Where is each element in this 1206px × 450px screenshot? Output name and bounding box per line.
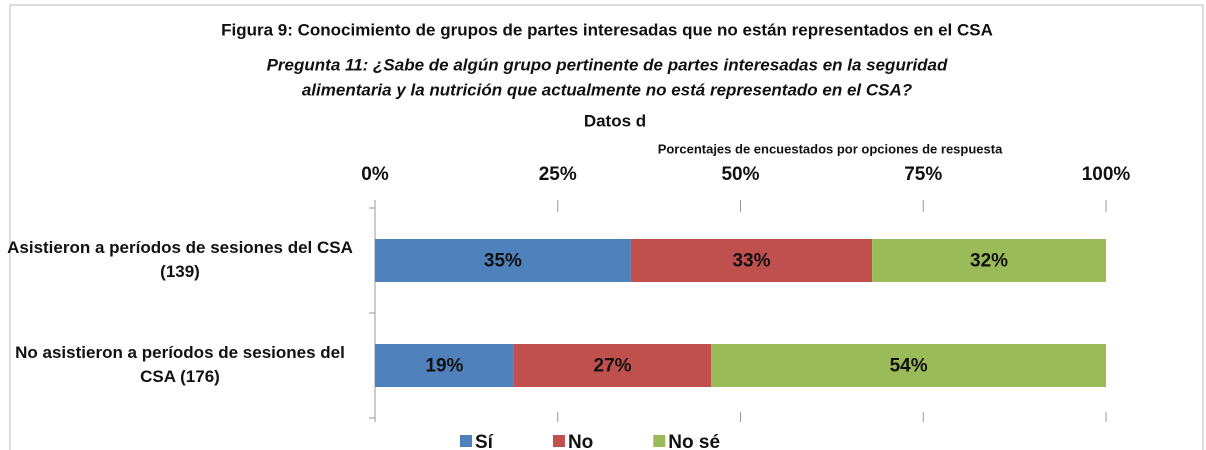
data-label: 27% <box>594 356 632 377</box>
legend-swatch <box>460 435 472 447</box>
data-label: 54% <box>890 356 928 377</box>
bar-segment <box>513 344 712 387</box>
data-label: 32% <box>970 251 1008 272</box>
chart-title: Figura 9: Conocimiento de grupos de part… <box>221 20 993 39</box>
chart-subtitle: Datos d <box>584 111 646 130</box>
bar-segment <box>711 344 1106 387</box>
y-tick-label: No asistieron a períodos de sesiones del… <box>15 342 345 386</box>
axis-title: Porcentajes de encuestados por opciones … <box>658 141 1003 156</box>
legend-swatch <box>653 435 666 447</box>
x-tick-label: 100% <box>1082 164 1131 185</box>
bar-segment <box>630 239 873 282</box>
legend-label: No <box>568 432 593 450</box>
data-label: 35% <box>484 251 522 272</box>
subtitle: alimentaria y la nutrición que actualmen… <box>302 80 913 99</box>
subtitle: Pregunta 11: ¿Sabe de algún grupo pertin… <box>267 55 948 74</box>
x-tick-label: 50% <box>721 164 759 185</box>
data-label: 19% <box>425 356 463 377</box>
y-tick-label: Asistieron a períodos de sesiones del CS… <box>7 237 353 281</box>
x-tick-label: 75% <box>904 164 942 185</box>
bar-segment <box>375 344 514 387</box>
bar-segment <box>872 239 1106 282</box>
x-tick-label: 0% <box>361 164 389 185</box>
x-tick-label: 25% <box>539 164 577 185</box>
data-label: 33% <box>732 251 770 272</box>
legend-label: Sí <box>475 432 494 450</box>
bar-segment <box>375 239 631 282</box>
legend-swatch <box>552 435 565 447</box>
legend-label: No sé <box>668 432 720 450</box>
